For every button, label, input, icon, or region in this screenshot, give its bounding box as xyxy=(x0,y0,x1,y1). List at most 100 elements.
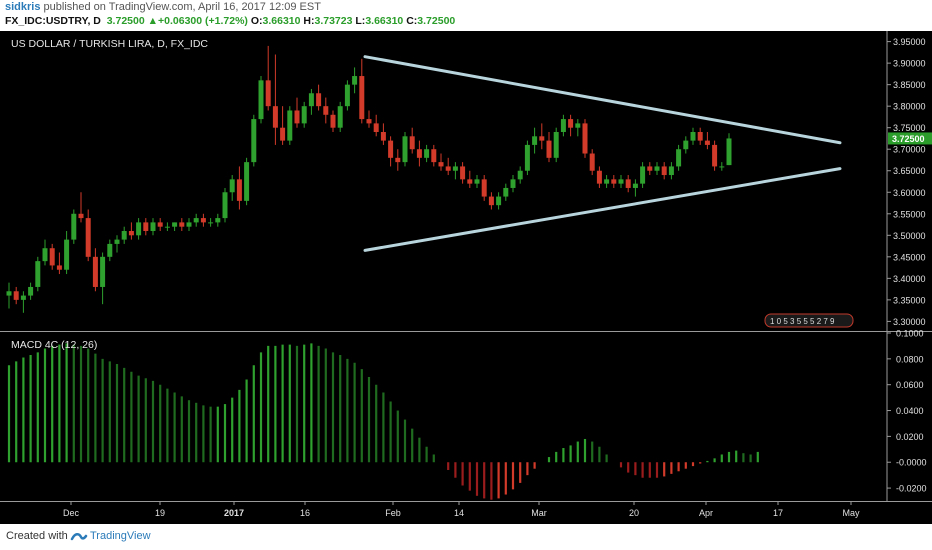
candle xyxy=(452,162,458,180)
candle xyxy=(445,157,451,176)
macd-tick-label: -0.0000 xyxy=(896,458,927,468)
candle-body xyxy=(35,261,41,287)
candle-body xyxy=(380,132,386,141)
macd-tick-label: -0.0200 xyxy=(896,484,927,494)
chart-svg[interactable]: 1 0 5 3 5 5 5 2 7 9 3.95000 3.90000 3.8500… xyxy=(0,31,932,524)
candle-body xyxy=(172,222,178,227)
badge-text: 1 0 5 3 5 5 5 2 7 9 xyxy=(770,317,835,326)
chart-title: US DOLLAR / TURKISH LIRA, D, FX_IDC xyxy=(11,38,208,50)
candle xyxy=(726,133,732,166)
candle-body xyxy=(618,179,624,184)
trendline-lower xyxy=(363,167,842,252)
candle xyxy=(690,127,696,145)
candle-body xyxy=(157,222,163,227)
candle xyxy=(128,222,134,240)
candle xyxy=(460,162,466,184)
candle xyxy=(78,192,84,223)
candle-body xyxy=(330,114,336,128)
price-tick-label: 3.80000 xyxy=(893,102,926,112)
candle-body xyxy=(71,213,77,240)
candle xyxy=(280,106,286,145)
trendline-upper xyxy=(363,55,842,145)
candle-body xyxy=(323,106,329,115)
candle xyxy=(150,218,156,236)
candle-body xyxy=(136,222,142,236)
candle-body xyxy=(438,162,444,167)
price-tick-label: 3.75000 xyxy=(893,123,926,133)
candle-body xyxy=(78,213,84,219)
candle xyxy=(157,218,163,231)
price-tick-label: 3.30000 xyxy=(893,317,926,327)
candle-body xyxy=(49,248,55,266)
tradingview-link[interactable]: TradingView xyxy=(90,530,151,542)
candle-body xyxy=(294,110,300,124)
candle-body xyxy=(114,239,120,244)
candle xyxy=(654,162,660,176)
candle xyxy=(625,175,631,193)
candle xyxy=(229,175,235,201)
candle xyxy=(661,162,667,180)
candle xyxy=(28,282,34,300)
candle xyxy=(704,132,710,150)
candle xyxy=(71,209,77,244)
candle xyxy=(373,114,379,137)
time-tick-label: 14 xyxy=(454,508,464,518)
candle xyxy=(503,183,509,201)
close-label: C: xyxy=(406,15,418,27)
time-tick-label: May xyxy=(842,508,860,518)
candle-body xyxy=(596,170,602,184)
high-label: H: xyxy=(303,15,315,27)
candle xyxy=(596,166,602,188)
candle-body xyxy=(704,140,710,145)
author-link[interactable]: sidkris xyxy=(5,1,41,13)
candle xyxy=(294,97,300,128)
macd-tick-label: 0.0200 xyxy=(896,432,924,442)
badge-frame xyxy=(764,313,854,328)
candle-body xyxy=(337,106,343,128)
candle-body xyxy=(208,222,214,224)
footer: Created with TradingView xyxy=(0,524,932,550)
candle xyxy=(222,187,228,223)
candle-body xyxy=(445,166,451,171)
last-price-label: 3.72500 xyxy=(892,134,925,144)
publish-info: sidkris published on TradingView.com, Ap… xyxy=(5,1,321,13)
time-tick-label: Feb xyxy=(385,508,401,518)
time-tick-label: 16 xyxy=(300,508,310,518)
candle xyxy=(488,192,494,210)
price-tick-label: 3.50000 xyxy=(893,231,926,241)
candle xyxy=(668,162,674,180)
candle-body xyxy=(726,138,732,166)
candle-body xyxy=(6,291,12,296)
candle-body xyxy=(524,144,530,171)
candle xyxy=(85,209,91,262)
axes: 3.95000 3.90000 3.85000 3.80000 3.75000 3.700… xyxy=(0,31,932,524)
price-tick-label: 3.95000 xyxy=(893,37,926,47)
candle xyxy=(56,252,62,275)
candle xyxy=(20,291,26,313)
candle xyxy=(388,136,394,167)
candle xyxy=(481,175,487,201)
candle xyxy=(251,114,257,167)
candle-body xyxy=(632,183,638,188)
candle-body xyxy=(316,93,322,107)
macd-title: MACD 4C (12, 26) xyxy=(11,339,97,351)
candle xyxy=(215,213,221,227)
candle-body xyxy=(560,119,566,132)
alert-badges: 1 0 5 3 5 5 5 2 7 9 xyxy=(764,313,854,328)
candle-body xyxy=(611,179,617,184)
chart-area[interactable]: 1 0 5 3 5 5 5 2 7 9 3.95000 3.90000 3.8500… xyxy=(0,31,932,524)
candle xyxy=(172,222,178,231)
candle xyxy=(546,132,552,163)
candle xyxy=(424,144,430,163)
price-tick-label: 3.35000 xyxy=(893,295,926,305)
candle xyxy=(510,175,516,193)
macd-tick-label: 0.0400 xyxy=(896,406,924,416)
candle-body xyxy=(395,157,401,163)
candle-body xyxy=(301,106,307,124)
price-tick-label: 3.90000 xyxy=(893,59,926,69)
candle-body xyxy=(64,239,70,270)
candle-body xyxy=(215,218,221,223)
candle-body xyxy=(373,123,379,132)
candle xyxy=(517,166,523,184)
candle-body xyxy=(719,166,725,168)
